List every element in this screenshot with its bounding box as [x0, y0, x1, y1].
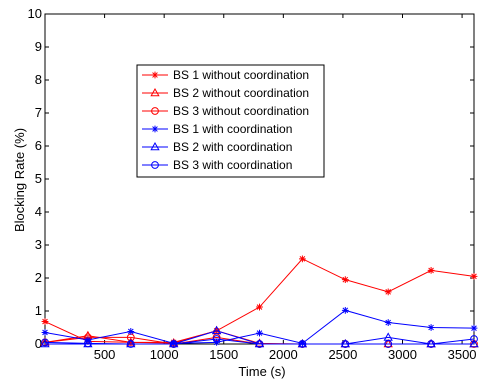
axes: 0 1 2 3 4 5 6 7 8 9 10 500 1000 1500 2000 2500 3000 3500 — [28, 6, 477, 362]
x-tick-label: 1000 — [150, 347, 179, 362]
x-tick-label: 3000 — [388, 347, 417, 362]
data-point — [471, 325, 478, 332]
star-marker-shape — [42, 329, 49, 336]
y-tick-label: 8 — [35, 72, 42, 87]
star-marker-shape — [42, 318, 49, 325]
y-tick-label: 7 — [35, 105, 42, 120]
x-tick-label: 2000 — [269, 347, 298, 362]
data-point — [256, 330, 263, 337]
legend-entry: BS 1 with coordination — [173, 122, 292, 136]
x-tick-label: 2500 — [328, 347, 357, 362]
star-marker-shape — [428, 267, 435, 274]
y-tick-label: 6 — [35, 138, 42, 153]
x-axis-title: Time (s) — [238, 364, 285, 379]
data-point — [385, 288, 392, 295]
star-marker-shape — [256, 304, 263, 311]
star-marker-shape — [471, 273, 478, 280]
star-marker-shape — [152, 126, 159, 133]
data-point — [127, 328, 134, 335]
y-tick-label: 10 — [28, 6, 42, 21]
x-tick-label: 500 — [94, 347, 116, 362]
plot-area — [41, 255, 478, 347]
y-tick-label: 0 — [35, 336, 42, 351]
legend-marker — [152, 72, 159, 79]
plot-frame — [45, 14, 474, 344]
star-marker-shape — [385, 319, 392, 326]
star-marker-shape — [152, 72, 159, 79]
y-tick-label: 3 — [35, 237, 42, 252]
data-point — [342, 307, 349, 314]
x-tick-label: 3500 — [448, 347, 477, 362]
y-tick-label: 2 — [35, 270, 42, 285]
y-tick-label: 4 — [35, 204, 42, 219]
legend-entry: BS 1 without coordination — [173, 68, 309, 82]
y-tick-label: 9 — [35, 39, 42, 54]
data-point — [42, 329, 49, 336]
legend-entry: BS 2 without coordination — [173, 86, 309, 100]
legend-entry: BS 3 without coordination — [173, 104, 309, 118]
star-marker-shape — [127, 328, 134, 335]
data-point — [342, 276, 349, 283]
data-point — [428, 267, 435, 274]
star-marker-shape — [471, 325, 478, 332]
star-marker-shape — [342, 276, 349, 283]
star-marker-shape — [385, 288, 392, 295]
star-marker-shape — [256, 330, 263, 337]
data-point — [385, 319, 392, 326]
data-point — [299, 255, 306, 262]
star-marker-shape — [428, 324, 435, 331]
data-point — [42, 318, 49, 325]
data-point — [256, 304, 263, 311]
legend-entry: BS 3 with coordination — [173, 158, 292, 172]
star-marker-shape — [342, 307, 349, 314]
legend: BS 1 without coordination BS 2 without co… — [137, 65, 324, 177]
legend-marker — [152, 126, 159, 133]
legend-entry: BS 2 with coordination — [173, 140, 292, 154]
x-tick-label: 1500 — [209, 347, 238, 362]
data-point — [471, 273, 478, 280]
y-tick-label: 1 — [35, 303, 42, 318]
data-point — [428, 324, 435, 331]
y-tick-label: 5 — [35, 171, 42, 186]
y-axis-title: Blocking Rate (%) — [12, 128, 27, 232]
star-marker-shape — [299, 255, 306, 262]
